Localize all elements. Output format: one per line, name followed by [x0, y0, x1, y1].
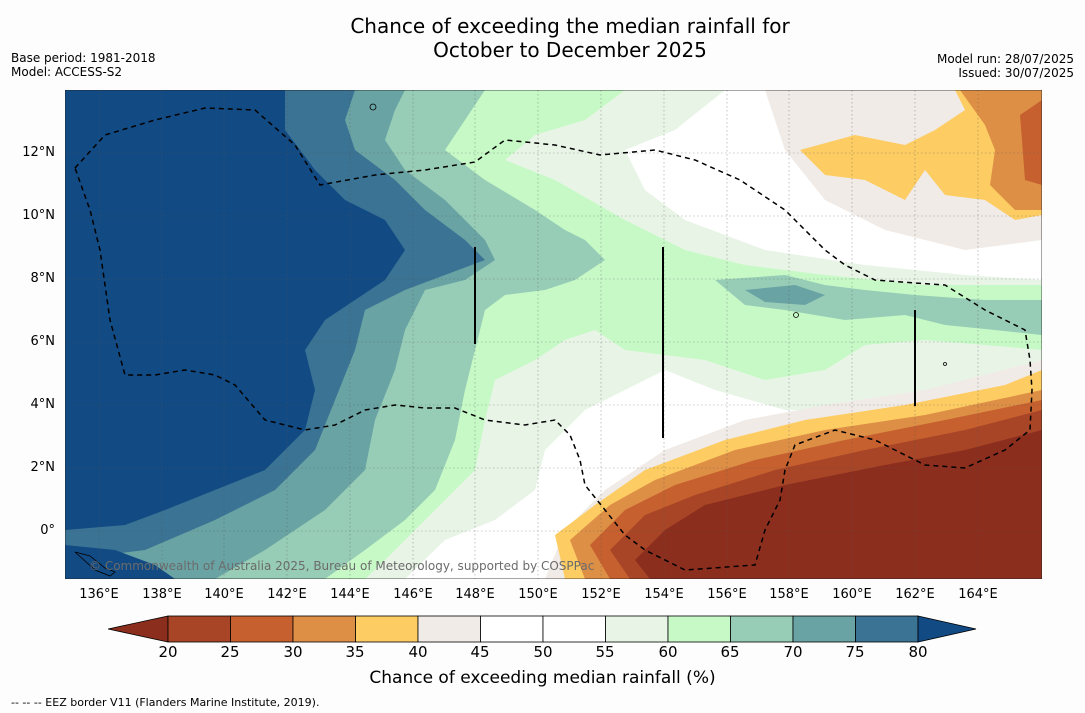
lon-tick-140e: 140°E: [204, 587, 244, 602]
lon-tick-148e: 148°E: [455, 587, 495, 602]
lon-tick-158e: 158°E: [769, 587, 809, 602]
colorbar-label-35: 35: [345, 643, 365, 661]
lon-tick-162e: 162°E: [895, 587, 935, 602]
colorbar-seg-75-80: [855, 615, 919, 643]
map-title: Chance of exceeding the median rainfall …: [0, 14, 1085, 62]
lat-tick-6n: 6°N: [30, 334, 56, 349]
lon-tick-152e: 152°E: [581, 587, 621, 602]
colorbar-label-45: 45: [470, 643, 490, 661]
lon-tick-164e: 164°E: [958, 587, 998, 602]
graticule: [65, 90, 1042, 579]
rainfall-map: © Commonwealth of Australia 2025, Bureau…: [65, 90, 1042, 579]
colorbar-extend-high: [917, 615, 977, 643]
region-above-80-sw: [65, 545, 175, 579]
lon-tick-150e: 150°E: [518, 587, 558, 602]
colorbar-seg-20-25: [167, 615, 231, 643]
colorbar-label-25: 25: [220, 643, 240, 661]
colorbar-label-50: 50: [533, 643, 553, 661]
colorbar-seg-40-45: [417, 615, 481, 643]
colorbar-seg-45-50: [480, 615, 544, 643]
lat-tick-10n: 10°N: [22, 208, 55, 223]
lon-tick-144e: 144°E: [330, 587, 370, 602]
lat-tick-0: 0°: [40, 523, 55, 538]
model-name: Model: ACCESS-S2: [11, 65, 123, 79]
region-25-30-north: [1020, 100, 1042, 185]
colorbar-seg-25-30: [230, 615, 294, 643]
region-above-80: [65, 90, 405, 530]
region-35-40-north: [800, 90, 1042, 220]
lat-tick-2n: 2°N: [30, 460, 56, 475]
title-line-1: Chance of exceeding the median rainfall …: [350, 14, 790, 38]
lon-tick-136e: 136°E: [79, 587, 119, 602]
colorbar-seg-60-65: [667, 615, 731, 643]
copyright-notice: © Commonwealth of Australia 2025, Bureau…: [89, 559, 594, 573]
colorbar-label-60: 60: [658, 643, 678, 661]
region-below-20-south: [635, 430, 1042, 579]
lon-tick-160e: 160°E: [832, 587, 872, 602]
colorbar-label-30: 30: [283, 643, 303, 661]
colorbar-label-80: 80: [908, 643, 928, 661]
colorbar-label-70: 70: [783, 643, 803, 661]
eez-footnote: -- -- -- EEZ border V11 (Flanders Marine…: [11, 696, 320, 709]
colorbar-label-75: 75: [845, 643, 865, 661]
lon-tick-156e: 156°E: [707, 587, 747, 602]
title-line-2: October to December 2025: [433, 38, 707, 62]
lat-tick-12n: 12°N: [22, 145, 55, 160]
colorbar-seg-70-75: [792, 615, 856, 643]
islands: [74, 103, 947, 577]
colorbar-label-55: 55: [595, 643, 615, 661]
colorbar-segments: [167, 615, 919, 643]
meta-left: Base period: 1981-2018 Model: ACCESS-S2: [11, 51, 156, 79]
colorbar-seg-55-60: [605, 615, 669, 643]
colorbar-extend-low: [108, 615, 169, 643]
island-markers: [474, 247, 916, 438]
model-run: Model run: 28/07/2025: [936, 52, 1074, 66]
colorbar-seg-65-70: [730, 615, 794, 643]
colorbar-title: Chance of exceeding median rainfall (%): [369, 668, 716, 688]
colorbar-label-65: 65: [720, 643, 740, 661]
meta-right: Model run: 28/07/2025 Issued: 30/07/2025: [937, 52, 1074, 80]
issued-date: Issued: 30/07/2025: [958, 66, 1074, 80]
lon-tick-146e: 146°E: [393, 587, 433, 602]
region-70-75-east: [745, 285, 825, 305]
colorbar-seg-35-40: [355, 615, 419, 643]
colorbar-seg-50-55: [542, 615, 606, 643]
colorbar: [108, 615, 977, 643]
lat-tick-4n: 4°N: [30, 397, 56, 412]
lon-tick-138e: 138°E: [142, 587, 182, 602]
lon-tick-142e: 142°E: [267, 587, 307, 602]
base-period: Base period: 1981-2018: [11, 51, 156, 65]
colorbar-seg-30-35: [292, 615, 356, 643]
colorbar-label-20: 20: [158, 643, 178, 661]
eez-border: [74, 107, 1033, 571]
lon-tick-154e: 154°E: [644, 587, 684, 602]
colorbar-label-40: 40: [408, 643, 428, 661]
lat-tick-8n: 8°N: [30, 271, 56, 286]
